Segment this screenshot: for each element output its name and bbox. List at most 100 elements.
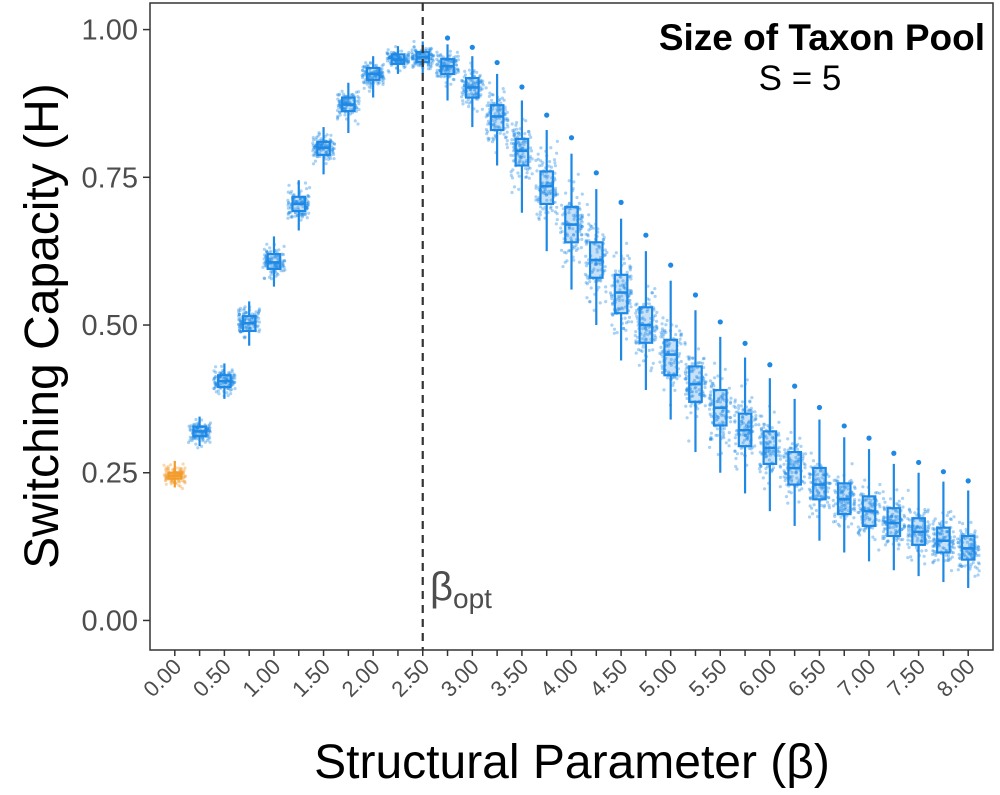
data-point [553, 200, 557, 204]
data-point [764, 471, 768, 475]
data-point [952, 515, 956, 519]
data-point [519, 156, 523, 160]
data-point [519, 142, 524, 146]
data-point [243, 311, 248, 315]
data-point [239, 330, 243, 334]
data-point [689, 411, 693, 415]
data-point [282, 259, 286, 263]
data-point [495, 125, 499, 129]
data-point [305, 203, 309, 208]
data-point [330, 148, 334, 152]
data-point [639, 348, 643, 352]
data-point [344, 107, 348, 111]
data-point [503, 108, 507, 112]
data-point [470, 93, 475, 97]
data-point [242, 335, 246, 339]
data-point [335, 117, 340, 121]
outlier-point [717, 319, 723, 325]
data-point [685, 387, 689, 391]
data-point [232, 373, 236, 378]
data-point [722, 436, 726, 440]
data-point [329, 133, 333, 137]
boxplot-7.00 [861, 435, 877, 562]
outlier-point [866, 435, 872, 441]
data-point [926, 508, 930, 512]
data-point [901, 496, 905, 500]
data-point [729, 396, 733, 400]
data-point [763, 487, 767, 491]
outlier-point [668, 262, 674, 268]
data-point [728, 415, 732, 420]
data-point [449, 82, 453, 86]
boxplot-3.00 [464, 44, 480, 128]
data-point [720, 409, 725, 413]
data-point [535, 169, 539, 173]
data-point [437, 64, 441, 68]
data-point [553, 210, 558, 214]
data-point [311, 136, 315, 140]
data-point [528, 166, 532, 170]
data-point [525, 171, 529, 175]
data-point [679, 332, 684, 336]
data-point [490, 98, 494, 102]
data-point [505, 142, 509, 146]
data-point [702, 365, 706, 370]
data-point [452, 78, 456, 82]
data-point [722, 393, 726, 397]
data-point [244, 310, 248, 314]
data-point [331, 151, 335, 155]
data-point [257, 330, 261, 334]
data-point [214, 382, 218, 386]
data-point [702, 379, 706, 383]
data-point [498, 97, 502, 101]
data-point [376, 80, 380, 84]
data-point [727, 438, 731, 442]
data-point [257, 307, 261, 311]
data-point [414, 48, 418, 52]
data-point [858, 527, 863, 531]
boxplot-1.25 [291, 180, 307, 231]
data-point [386, 56, 390, 60]
data-point [522, 161, 526, 165]
data-point [579, 233, 584, 237]
data-point [437, 54, 441, 58]
data-point [380, 78, 384, 82]
data-point [683, 370, 687, 374]
data-point [237, 308, 241, 312]
data-point [381, 62, 386, 67]
data-point [467, 104, 471, 109]
data-point [264, 263, 268, 267]
data-point [238, 317, 242, 321]
boxplot-3.75 [539, 112, 555, 252]
data-point [814, 508, 819, 513]
data-point [213, 385, 217, 389]
data-point [269, 256, 273, 260]
data-point [231, 381, 235, 385]
data-point [245, 316, 249, 321]
data-point [442, 61, 447, 65]
data-point [214, 390, 218, 394]
data-point [584, 242, 589, 246]
data-point [461, 102, 465, 106]
data-point [574, 213, 578, 217]
data-point [484, 86, 488, 90]
data-point [479, 79, 483, 83]
data-point [534, 195, 538, 199]
data-point [170, 480, 174, 484]
data-point [518, 160, 522, 164]
data-point [479, 87, 483, 91]
boxplot-3.50 [514, 84, 530, 213]
data-point [538, 210, 542, 214]
data-point [523, 132, 527, 136]
data-point [931, 522, 935, 526]
data-point [350, 92, 354, 96]
data-point [439, 54, 443, 58]
data-point [299, 199, 303, 203]
data-point [715, 427, 720, 431]
data-point [653, 329, 657, 333]
data-point [679, 359, 683, 364]
data-point [690, 370, 694, 374]
data-point [640, 317, 644, 321]
data-point [795, 447, 800, 451]
data-point [428, 67, 432, 71]
